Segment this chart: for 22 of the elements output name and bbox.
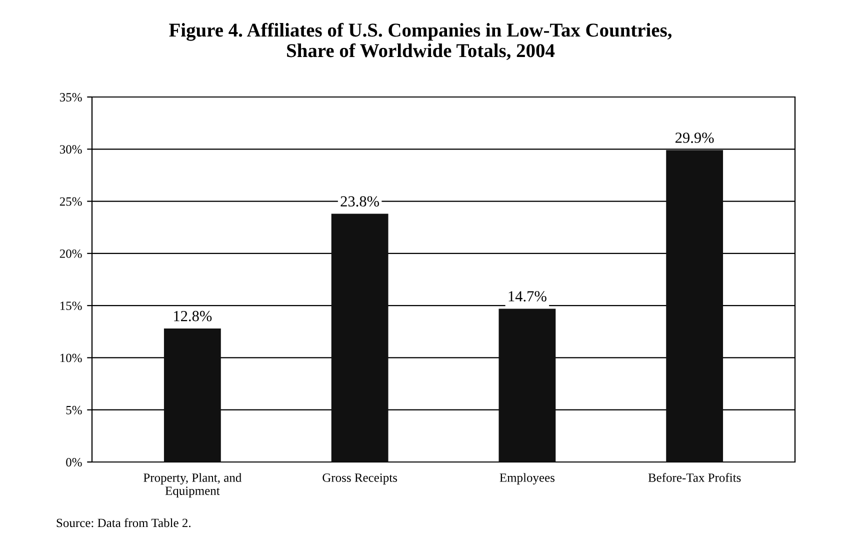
y-tick-label: 35%	[60, 93, 82, 102]
data-label: 29.9%	[676, 132, 714, 143]
source-note: Source: Data from Table 2.	[56, 518, 190, 528]
data-label: 12.8%	[174, 310, 212, 322]
bar	[666, 150, 724, 462]
y-tick-label: 25%	[60, 197, 82, 206]
x-tick-label: Gross Receipts	[322, 474, 398, 484]
y-tick-label: 15%	[60, 302, 82, 310]
y-tick-label: 30%	[60, 145, 82, 154]
y-tick-label: 0%	[66, 458, 82, 466]
y-tick-label: 5%	[66, 406, 82, 414]
y-tick-label: 20%	[60, 249, 82, 258]
data-label: 23.8%	[340, 196, 380, 207]
data-label: 14.7%	[508, 291, 546, 302]
chart-title: Figure 4. Affiliates of U.S. Companies in Low-Tax Countries, Share of Worldwide Totals, 2004	[169, 22, 672, 60]
bar	[164, 328, 221, 462]
x-tick-label: Employees	[500, 473, 555, 484]
bar	[498, 308, 556, 462]
y-tick-label: 10%	[60, 354, 82, 362]
x-tick-label: Before-Tax Profits	[648, 472, 741, 482]
bar	[331, 214, 388, 462]
x-tick-label: Property, Plant, and Equipment	[144, 473, 242, 498]
